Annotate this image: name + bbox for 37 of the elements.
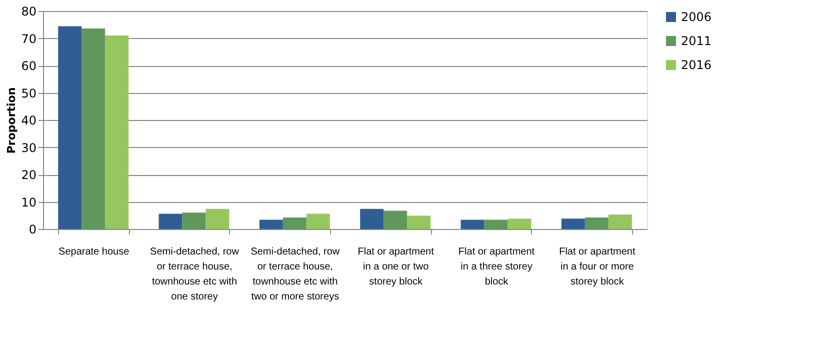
bar [58,26,82,229]
x-tick-label: Flat or apartment in a one or two storey block [358,246,434,288]
y-tick-label: 60 [21,59,36,73]
bar [584,218,608,229]
bar [608,214,632,229]
legend-label: 2006 [681,10,712,24]
bar [484,220,508,229]
bar [282,218,306,229]
x-tick-label: Semi-detached, row or terrace house, townhouse etc with one storey [150,246,240,302]
bar [508,218,532,229]
bar [561,218,585,229]
bar [82,28,106,229]
legend-label: 2016 [681,58,712,72]
y-tick-label: 70 [21,32,36,46]
bar [259,220,283,229]
bar [206,208,230,229]
y-tick-label: 20 [21,168,36,182]
x-tick-label: Flat or apartment in a four or more storey block [559,246,636,288]
y-axis-title: Proportion [5,87,18,154]
y-tick-label: 40 [21,114,36,128]
y-tick-label: 80 [21,4,36,18]
x-tick-label: Flat or apartment in a three storey block [458,246,535,288]
x-tick-label: Semi-detached, row or terrace house, townhouse etc with two or more storeys [250,246,340,302]
bar [407,216,431,229]
bar [306,214,330,229]
legend-label: 2011 [681,34,712,48]
x-tick-label: Separate house [58,246,130,258]
bar [360,208,384,229]
y-tick-label: 10 [21,195,36,210]
y-tick-label: 0 [28,222,36,236]
bar [158,214,182,229]
y-tick-label: 30 [21,140,36,155]
bar [105,36,129,229]
bar [182,212,206,229]
bar [460,220,484,229]
y-tick-label: 50 [21,86,36,100]
bar [384,210,408,229]
